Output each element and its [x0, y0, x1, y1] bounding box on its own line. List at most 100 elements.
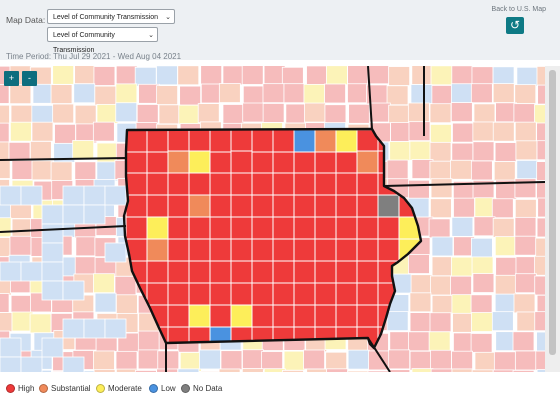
- iowa-county: [293, 304, 316, 328]
- surrounding-county: [409, 312, 432, 333]
- surrounding-county: [494, 293, 517, 314]
- surrounding-county: [62, 280, 85, 301]
- iowa-county: [230, 238, 253, 262]
- iowa-county: [188, 216, 211, 240]
- iowa-county: [125, 172, 148, 196]
- surrounding-county: [514, 350, 537, 371]
- surrounding-county: [200, 371, 223, 372]
- surrounding-county: [450, 159, 472, 180]
- surrounding-county: [0, 104, 10, 125]
- surrounding-county: [115, 350, 138, 371]
- surrounding-county: [41, 223, 64, 244]
- surrounding-county: [451, 350, 473, 371]
- iowa-county: [125, 150, 148, 174]
- iowa-county: [335, 238, 358, 262]
- iowa-county: [356, 172, 379, 196]
- iowa-county: [377, 216, 400, 240]
- iowa-county: [230, 129, 253, 152]
- surrounding-county: [471, 237, 493, 258]
- surrounding-county: [115, 368, 138, 372]
- iowa-county: [251, 304, 274, 328]
- legend-item-high: High: [6, 384, 34, 393]
- iowa-county: [167, 150, 190, 174]
- iowa-county: [272, 282, 295, 306]
- iowa-county: [251, 282, 274, 306]
- substantial-swatch: [39, 384, 48, 393]
- surrounding-county: [262, 103, 285, 123]
- surrounding-county: [20, 261, 43, 282]
- surrounding-county: [261, 351, 284, 371]
- surrounding-county: [9, 84, 32, 105]
- iowa-county: [146, 260, 169, 284]
- surrounding-county: [451, 142, 474, 163]
- legend: High Substantial Moderate Low No Data: [0, 375, 560, 400]
- iowa-county: [167, 216, 190, 240]
- surrounding-county: [430, 368, 453, 372]
- surrounding-county: [31, 105, 54, 125]
- surrounding-county: [93, 273, 115, 294]
- back-to-us-map-link[interactable]: Back to U.S. Map: [491, 6, 546, 13]
- state-border: [0, 157, 128, 161]
- iowa-county: [188, 304, 211, 328]
- iowa-county: [230, 260, 253, 284]
- surrounding-county: [492, 121, 515, 142]
- surrounding-county: [20, 185, 43, 206]
- surrounding-county: [386, 159, 409, 180]
- surrounding-county: [0, 141, 10, 162]
- county-map[interactable]: [0, 66, 545, 372]
- map-area[interactable]: [0, 66, 545, 372]
- iowa-county: [335, 172, 358, 196]
- surrounding-county: [83, 185, 106, 206]
- surrounding-county: [451, 216, 474, 237]
- surrounding-county: [74, 256, 97, 277]
- iowa-county: [335, 194, 358, 218]
- iowa-county: [314, 304, 337, 328]
- surrounding-county: [137, 330, 160, 351]
- surrounding-county: [491, 311, 514, 332]
- map-data-select[interactable]: Level of Community Transmission ⌄: [47, 9, 175, 24]
- surrounding-county: [285, 103, 308, 124]
- surrounding-county: [471, 256, 494, 277]
- surrounding-county: [41, 242, 64, 263]
- iowa-county: [293, 129, 316, 153]
- iowa-county: [146, 216, 169, 240]
- surrounding-county: [222, 66, 245, 86]
- surrounding-county: [493, 351, 516, 372]
- surrounding-county: [494, 236, 517, 257]
- surrounding-county: [535, 237, 545, 258]
- surrounding-county: [62, 185, 85, 206]
- surrounding-county: [347, 370, 370, 372]
- zoom-in-button[interactable]: +: [4, 71, 19, 86]
- surrounding-county: [31, 121, 54, 142]
- surrounding-county: [513, 103, 536, 124]
- surrounding-county: [386, 311, 409, 332]
- surrounding-county: [431, 295, 454, 315]
- transmission-select[interactable]: Level of Community Transmission ⌄: [47, 27, 158, 54]
- surrounding-county: [536, 294, 545, 315]
- surrounding-county: [536, 217, 545, 238]
- iowa-county: [167, 172, 190, 196]
- surrounding-county: [62, 318, 85, 339]
- surrounding-county: [367, 66, 390, 85]
- surrounding-county: [262, 83, 285, 104]
- reset-button[interactable]: ↺: [506, 17, 524, 34]
- legend-item-low: Low: [149, 384, 176, 393]
- iowa-county: [230, 216, 253, 240]
- iowa-county: [377, 194, 400, 218]
- surrounding-county: [177, 368, 200, 372]
- surrounding-county: [493, 161, 516, 182]
- zoom-out-button[interactable]: -: [22, 71, 37, 86]
- iowa-border: [122, 127, 423, 350]
- surrounding-county: [451, 256, 473, 277]
- surrounding-county: [536, 66, 545, 86]
- surrounding-county: [407, 102, 430, 123]
- iowa-county: [293, 150, 316, 174]
- iowa-county: [335, 304, 358, 328]
- surrounding-county: [29, 313, 52, 334]
- surrounding-county: [451, 66, 474, 86]
- scrollbar-thumb[interactable]: [549, 70, 556, 355]
- surrounding-county: [390, 122, 412, 142]
- surrounding-county: [0, 159, 11, 179]
- surrounding-county: [303, 349, 325, 370]
- surrounding-county: [158, 104, 181, 125]
